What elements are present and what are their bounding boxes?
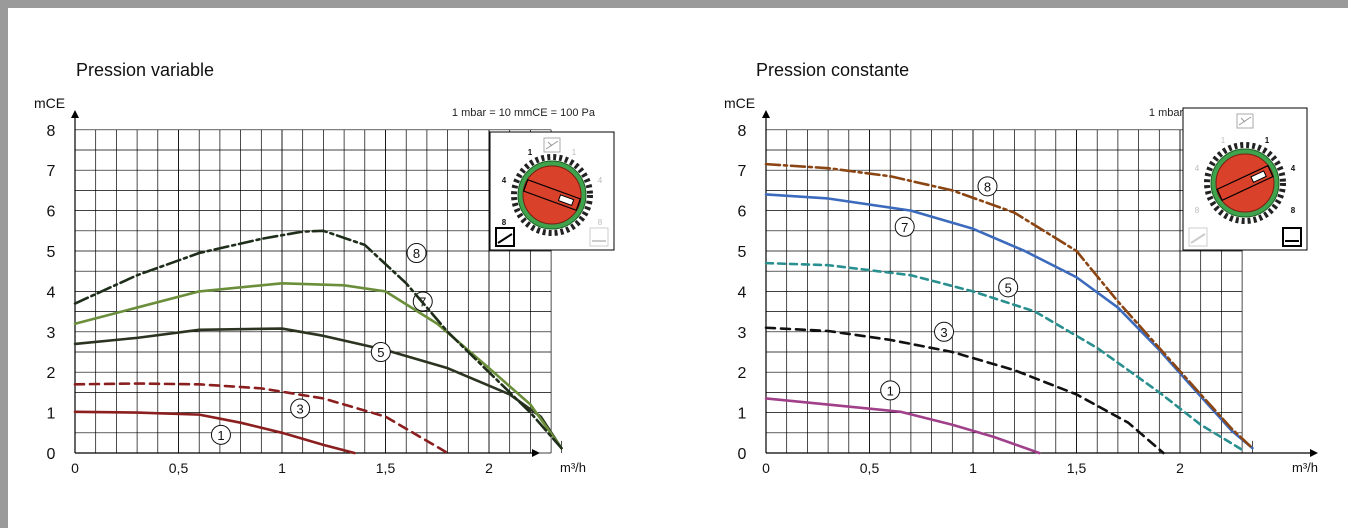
dial-label-ghost: 8 (1195, 206, 1200, 215)
series-label-circle-1 (210, 424, 231, 445)
dial-label: 8 (502, 218, 507, 227)
y-tick-label: 1 (738, 406, 747, 423)
series-label-1: 1 (217, 428, 224, 443)
chart-title-constant: Pression constante (756, 60, 910, 80)
y-tick-label: 2 (47, 365, 56, 382)
dial-scale (511, 154, 593, 236)
x-tick-label: 1,5 (1067, 460, 1087, 476)
constant-mode-icon (1282, 227, 1302, 247)
series-label-8: 8 (413, 246, 420, 261)
series-label-circle-7 (894, 216, 915, 237)
series-line-3 (73, 382, 449, 455)
y-tick-label: 7 (738, 163, 747, 180)
x-axis-label: m³/h (560, 460, 586, 475)
x-tick-label: 2 (485, 460, 493, 476)
series-label-circle-3 (290, 398, 311, 419)
series-label-3: 3 (940, 325, 947, 340)
dial-label: 4 (502, 176, 507, 185)
dial-label: 4 (1291, 164, 1296, 173)
chart-title-variable: Pression variable (76, 60, 215, 80)
series-label-circle-8 (977, 176, 998, 197)
y-tick-label: 3 (738, 325, 747, 342)
x-axis-label: m³/h (1292, 460, 1318, 475)
y-tick-label: 6 (738, 204, 747, 221)
y-tick-label: 6 (47, 204, 56, 221)
axes (71, 110, 540, 457)
y-tick-label: 5 (738, 244, 747, 261)
y-axis-arrow (762, 110, 770, 118)
grid (74, 129, 562, 454)
unit-note: 1 mbar = 10 mmCE = 100 Pa (452, 107, 596, 119)
dial-indicator (522, 179, 582, 211)
x-tick-label: 0 (762, 460, 770, 476)
series-label-8: 8 (984, 179, 991, 194)
series-line-5 (764, 261, 1244, 452)
x-tick-label: 0,5 (860, 460, 880, 476)
variable-mode-icon (497, 233, 513, 244)
variable-mode-icon (1190, 233, 1206, 244)
dial-inset: 1 4 8 1 4 8 (1182, 107, 1308, 251)
y-axis-label: mCE (724, 95, 755, 111)
series-label-circle-5 (998, 277, 1019, 298)
series-line-8 (73, 229, 563, 450)
series-line-7 (73, 282, 563, 450)
dial-label: 1 (1265, 136, 1270, 145)
y-tick-label: 0 (47, 446, 56, 463)
dial-inset: 1 4 8 1 4 8 (489, 131, 615, 251)
y-tick-label: 4 (47, 284, 56, 301)
dial-label-ghost: 4 (1195, 164, 1200, 173)
dial-scale (1204, 142, 1286, 224)
dial-pointer-tip (1250, 170, 1267, 184)
y-tick-label: 7 (47, 163, 56, 180)
y-tick-label: 5 (47, 244, 56, 261)
dial-label-ghost: 1 (1221, 136, 1226, 145)
x-tick-label: 0,5 (169, 460, 189, 476)
series-label-circle-5 (370, 342, 391, 362)
series-label-5: 5 (377, 345, 384, 360)
dial-pointer-tip (557, 194, 575, 206)
x-tick-label: 2 (1176, 460, 1184, 476)
y-axis-label: mCE (34, 95, 65, 111)
series-label-circle-3 (934, 321, 955, 342)
series-label-5: 5 (1005, 280, 1012, 295)
series-line-3 (764, 326, 1165, 455)
x-tick-label: 1 (278, 460, 286, 476)
x-axis-arrow (532, 449, 540, 457)
y-tick-label: 4 (738, 284, 747, 301)
dial-label: 1 (528, 148, 533, 157)
series-line-7 (764, 193, 1254, 450)
y-tick-label: 0 (738, 446, 747, 463)
dial-label-ghost: 1 (572, 148, 577, 157)
dial-label-ghost: 4 (598, 176, 603, 185)
x-tick-label: 1 (969, 460, 977, 476)
air-icon (1238, 116, 1252, 126)
series-line-1 (73, 410, 356, 455)
y-tick-label: 8 (47, 123, 56, 140)
series-label-circle-8 (406, 243, 427, 264)
y-tick-label: 3 (47, 325, 56, 342)
series-label-1: 1 (887, 383, 894, 398)
dial-indicator (1216, 164, 1274, 202)
air-icon (545, 140, 559, 150)
x-tick-label: 0 (71, 460, 79, 476)
series-line-8 (764, 162, 1254, 450)
series-label-3: 3 (296, 402, 303, 417)
y-tick-label: 2 (738, 365, 747, 382)
y-tick-label: 8 (738, 123, 747, 140)
series-line-1 (764, 397, 1041, 455)
x-axis-arrow (1310, 449, 1318, 457)
y-axis-arrow (71, 110, 79, 118)
x-tick-label: 1,5 (376, 460, 396, 476)
y-tick-label: 1 (47, 406, 56, 423)
dial-label: 8 (1291, 206, 1296, 215)
series-label-circle-1 (880, 380, 901, 401)
dial-label-ghost: 8 (598, 218, 603, 227)
series-label-7: 7 (901, 220, 908, 235)
